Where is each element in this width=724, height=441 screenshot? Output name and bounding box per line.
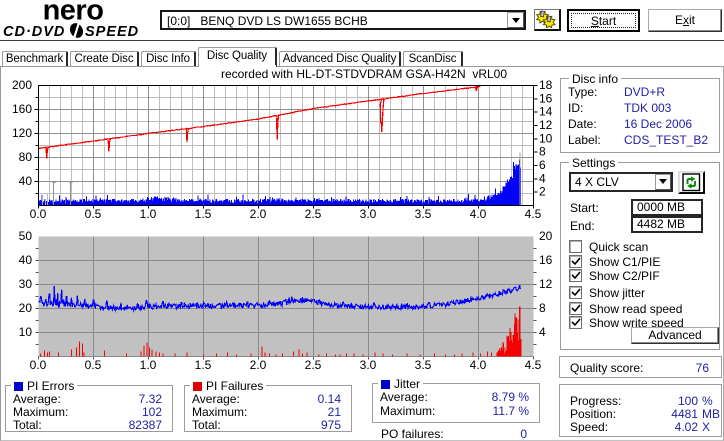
svg-text:3.0: 3.0 [360,358,377,372]
svg-text:4: 4 [539,325,546,339]
svg-text:3.0: 3.0 [360,207,377,221]
svg-text:6: 6 [539,158,546,172]
svg-text:0.5: 0.5 [85,358,102,372]
svg-text:14: 14 [539,105,553,119]
svg-text:2: 2 [539,185,546,199]
svg-text:160: 160 [12,102,32,116]
svg-text:10: 10 [19,325,33,339]
svg-text:recorded with HL-DT-STDVDRAM G: recorded with HL-DT-STDVDRAM GSA-H42N vR… [221,67,507,81]
svg-text:40: 40 [19,253,33,267]
svg-text:16: 16 [539,253,553,267]
svg-text:4: 4 [539,171,546,185]
svg-text:0.0: 0.0 [30,207,47,221]
svg-text:12: 12 [539,118,553,132]
svg-text:3.5: 3.5 [415,358,432,372]
svg-text:4.5: 4.5 [525,358,542,372]
svg-text:50: 50 [19,229,33,243]
svg-text:20: 20 [539,229,553,243]
svg-text:1.5: 1.5 [195,207,212,221]
svg-text:0.5: 0.5 [85,207,102,221]
svg-text:18: 18 [539,78,553,92]
svg-text:40: 40 [19,174,33,188]
svg-text:1.5: 1.5 [195,358,212,372]
svg-text:2.0: 2.0 [250,207,267,221]
svg-text:120: 120 [12,126,32,140]
svg-text:2.5: 2.5 [305,207,322,221]
svg-text:2.5: 2.5 [305,358,322,372]
svg-text:8: 8 [539,301,546,315]
svg-text:CD·DVD: CD·DVD [3,24,65,40]
svg-text:2.0: 2.0 [250,358,267,372]
svg-text:4.0: 4.0 [470,207,487,221]
svg-text:12: 12 [539,277,553,291]
svg-text:16: 16 [539,91,553,105]
svg-text:30: 30 [19,277,33,291]
svg-text:1.0: 1.0 [140,207,157,221]
svg-text:1.0: 1.0 [140,358,157,372]
svg-text:10: 10 [539,131,553,145]
svg-text:4.0: 4.0 [470,358,487,372]
svg-text:8: 8 [539,145,546,159]
svg-text:80: 80 [19,150,33,164]
svg-text:0.0: 0.0 [30,358,47,372]
svg-text:200: 200 [12,78,32,92]
svg-text:nero: nero [43,0,104,27]
svg-text:SPEED: SPEED [85,24,139,40]
svg-text:4.5: 4.5 [525,207,542,221]
svg-text:3.5: 3.5 [415,207,432,221]
svg-text:20: 20 [19,301,33,315]
